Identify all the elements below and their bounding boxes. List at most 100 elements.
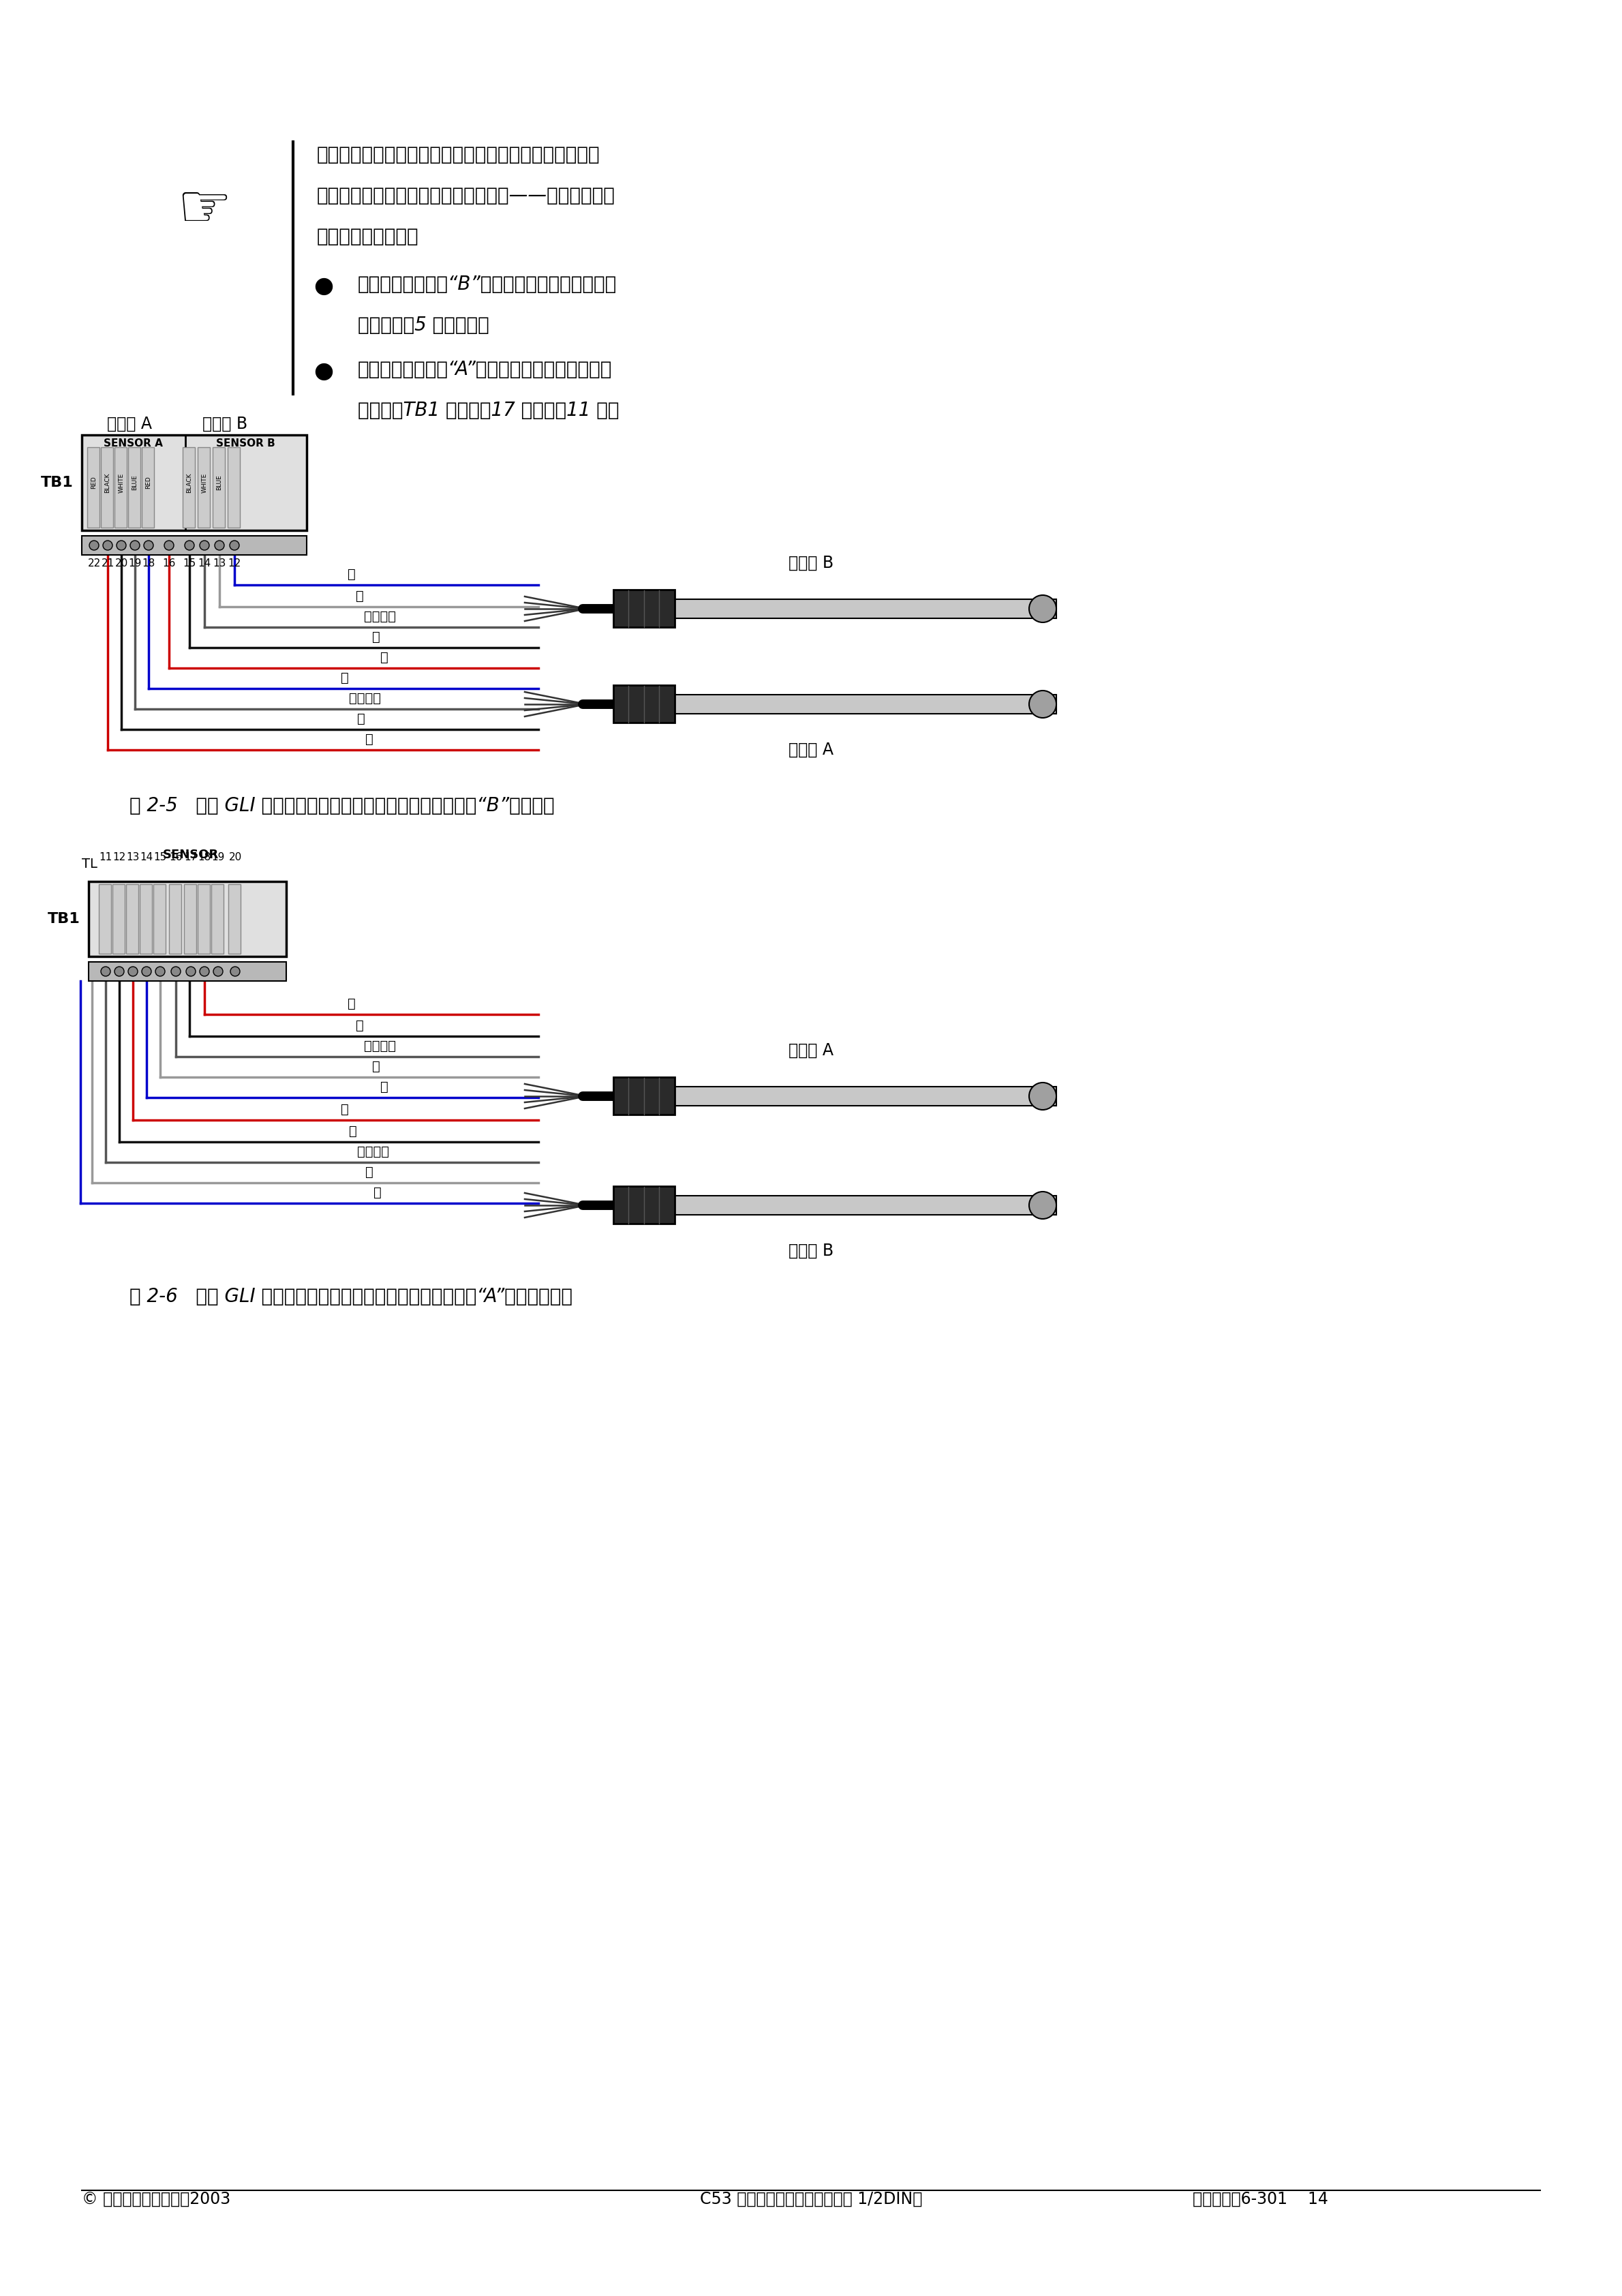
Circle shape [230,967,240,976]
Text: 红: 红 [341,1102,349,1116]
Bar [183,448,195,528]
Bar [127,884,138,953]
Bar [227,448,240,528]
Bar [613,684,675,723]
Text: 红: 红 [365,732,373,746]
Circle shape [164,540,174,551]
Circle shape [102,540,112,551]
Text: 蓝: 蓝 [341,670,349,684]
Text: 黑: 黑 [349,1125,357,1139]
Text: 18: 18 [143,558,156,569]
Bar [128,448,141,528]
Text: RED: RED [91,475,97,489]
Bar [675,1086,1056,1107]
Circle shape [200,540,209,551]
Bar [229,884,240,953]
Circle shape [141,967,151,976]
Text: BLACK: BLACK [104,473,110,494]
Text: 感器的外部屏蔽线（透明并带黑色条纹——不是仅仅透明: 感器的外部屏蔽线（透明并带黑色条纹——不是仅仅透明 [316,186,615,204]
Text: 白: 白 [371,1061,380,1072]
Circle shape [187,967,196,976]
Text: 图 2-6   连接 GLI 性能改进型接触电导传感器到序列号前缀为“A”或无的测定仪: 图 2-6 连接 GLI 性能改进型接触电导传感器到序列号前缀为“A”或无的测定… [130,1288,573,1306]
Circle shape [101,967,110,976]
Text: 图 2-5   连接 GLI 性能改进型接触电导传感器到序列号前缀为“B”的测定仪: 图 2-5 连接 GLI 性能改进型接触电导传感器到序列号前缀为“B”的测定仪 [130,797,555,815]
Bar [198,884,209,953]
Text: 红: 红 [347,996,355,1010]
Bar [675,1196,1056,1215]
Text: RED: RED [146,475,151,489]
Text: 18: 18 [198,852,211,863]
Text: TB1: TB1 [41,475,73,489]
Text: 蓝: 蓝 [380,1081,388,1093]
Text: 11: 11 [99,852,112,863]
Text: ●: ● [313,360,334,383]
Text: 的内部屏蔽线）到：: 的内部屏蔽线）到： [316,227,418,246]
Circle shape [185,540,195,551]
Text: 传感器 A: 传感器 A [788,742,834,758]
Text: 传感器 B: 传感器 B [788,556,834,572]
Circle shape [1028,1192,1056,1219]
Bar [81,535,307,556]
Circle shape [1028,691,1056,719]
Text: 内部屏蔽: 内部屏蔽 [363,611,396,622]
Text: 22: 22 [88,558,101,569]
Circle shape [115,967,123,976]
Bar [198,448,209,528]
Circle shape [230,540,238,551]
Text: 黑: 黑 [357,712,365,726]
Text: BLUE: BLUE [131,475,138,491]
Circle shape [1028,595,1056,622]
Circle shape [200,967,209,976]
Bar [89,962,285,980]
Circle shape [144,540,154,551]
Bar [115,448,127,528]
Text: 个传感器TB1 的接线熁17 和接线熁11 上。: 个传感器TB1 的接线熁17 和接线熁11 上。 [358,402,620,420]
Circle shape [117,540,127,551]
Text: 蓝: 蓝 [373,1187,381,1199]
Bar [154,884,165,953]
Bar [112,884,125,953]
Text: 19: 19 [211,852,225,863]
Text: SENSOR B: SENSOR B [216,439,274,448]
Bar [211,884,224,953]
Circle shape [89,540,99,551]
Text: 16: 16 [169,852,182,863]
Circle shape [170,967,180,976]
Text: 编订版本：6-301    14: 编订版本：6-301 14 [1192,2190,1328,2206]
Text: 内部屏蔽: 内部屏蔽 [349,691,381,705]
Text: 20: 20 [115,558,128,569]
Text: 注意：为了得到最佳的电磁干扰免疫性，必须连接每个传: 注意：为了得到最佳的电磁干扰免疫性，必须连接每个传 [316,145,600,165]
Text: 蓝: 蓝 [347,567,355,581]
Text: 14: 14 [139,852,152,863]
Text: BLACK: BLACK [187,473,193,494]
Text: TL: TL [81,859,97,870]
Circle shape [214,540,224,551]
Text: 对于序列号前缀为“A”或者无的测定仪，连接到各: 对于序列号前缀为“A”或者无的测定仪，连接到各 [358,360,611,379]
Text: 13: 13 [212,558,225,569]
Text: 对于序列号前缀为“B”的测定仪，连接到筱体底部: 对于序列号前缀为“B”的测定仪，连接到筱体底部 [358,276,616,294]
Bar [99,884,110,953]
Text: 15: 15 [154,852,167,863]
Text: WHITE: WHITE [201,473,208,494]
Text: 16: 16 [162,558,175,569]
Text: SENSOR: SENSOR [162,850,219,861]
Text: 13: 13 [127,852,139,863]
Bar [183,884,196,953]
Bar [613,590,675,627]
Bar [81,434,307,530]
Text: ●: ● [313,276,334,296]
Bar [675,599,1056,618]
Bar [139,884,152,953]
Text: 17: 17 [185,852,198,863]
Text: 传感器 A: 传感器 A [788,1042,834,1058]
Text: 内部屏蔽: 内部屏蔽 [363,1040,396,1052]
Bar [88,448,99,528]
Text: 黑: 黑 [371,631,380,643]
Text: 12: 12 [227,558,242,569]
Bar [212,448,225,528]
Text: 内部屏蔽: 内部屏蔽 [357,1146,389,1157]
Bar [613,1187,675,1224]
Text: 21: 21 [101,558,114,569]
Text: 传感器 A: 传感器 A [107,416,152,432]
Text: ☞: ☞ [177,179,232,241]
